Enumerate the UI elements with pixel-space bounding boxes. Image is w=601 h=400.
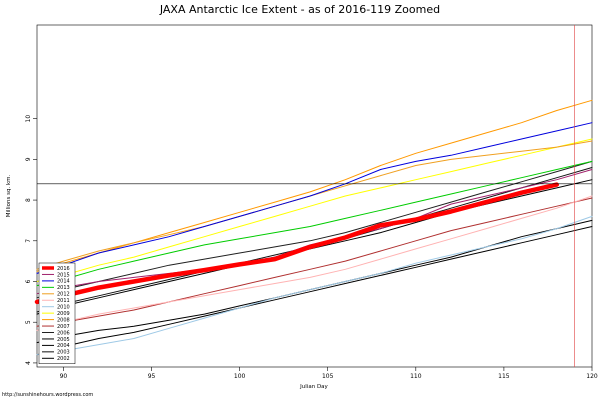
legend-label-2011: 2011: [57, 298, 70, 304]
x-tick-label-95: 95: [148, 373, 156, 380]
legend-label-2007: 2007: [57, 324, 70, 330]
x-tick-label-115: 115: [498, 373, 510, 380]
series-line-2007: [36, 197, 593, 327]
reference-lines: [37, 25, 592, 367]
series-layer: [34, 99, 593, 356]
legend-label-2009: 2009: [57, 311, 70, 317]
credit-text[interactable]: http://sunshinehours.wordpress.com: [2, 392, 93, 398]
x-tick-label-100: 100: [234, 373, 246, 380]
legend-label-2003: 2003: [57, 350, 70, 356]
legend-label-2002: 2002: [57, 356, 70, 362]
x-tick-label-110: 110: [410, 373, 422, 380]
y-tick-label-4: 4: [25, 361, 32, 365]
x-axis: 90 95 100 105 110 115 120: [60, 367, 598, 380]
series-line-2016: [34, 182, 560, 305]
series-line-2014: [36, 122, 593, 274]
y-tick-label-9: 9: [25, 157, 32, 161]
chart-title: JAXA Antarctic Ice Extent - as of 2016-1…: [159, 3, 440, 16]
y-axis: 4 5 6 7 8 9 10: [25, 115, 37, 365]
legend-label-2012: 2012: [57, 292, 70, 298]
series-line-2010: [36, 215, 593, 356]
legend-label-2004: 2004: [57, 343, 70, 349]
series-line-2009: [36, 138, 593, 282]
series-line-2004: [36, 219, 593, 344]
legend-label-2015: 2015: [57, 272, 70, 278]
y-tick-label-8: 8: [25, 198, 32, 202]
y-tick-label-7: 7: [25, 239, 32, 243]
x-axis-label: Julian Day: [299, 384, 328, 390]
y-axis-label: Millions sq. km.: [6, 175, 12, 218]
y-tick-label-6: 6: [25, 279, 32, 283]
series-line-2013: [36, 160, 593, 287]
legend-label-2008: 2008: [57, 317, 70, 323]
series-line-2015: [36, 169, 593, 295]
legend-label-2006: 2006: [57, 330, 70, 336]
legend-label-2016: 2016: [57, 266, 70, 272]
legend-label-2005: 2005: [57, 337, 70, 343]
x-tick-label-105: 105: [322, 373, 334, 380]
legend-label-2010: 2010: [57, 305, 70, 311]
series-line-2006: [36, 160, 593, 299]
legend-label-2013: 2013: [57, 285, 70, 291]
x-tick-label-90: 90: [60, 373, 68, 380]
series-line-2008: [36, 99, 593, 272]
legend: 2016201520142013201220112010200920082007…: [38, 262, 76, 364]
x-tick-label-120: 120: [586, 373, 598, 380]
y-tick-label-5: 5: [25, 320, 32, 324]
series-line-2011: [36, 195, 593, 331]
legend-label-2014: 2014: [57, 279, 70, 285]
y-tick-label-10: 10: [25, 115, 32, 123]
series-line-2002: [36, 226, 593, 356]
